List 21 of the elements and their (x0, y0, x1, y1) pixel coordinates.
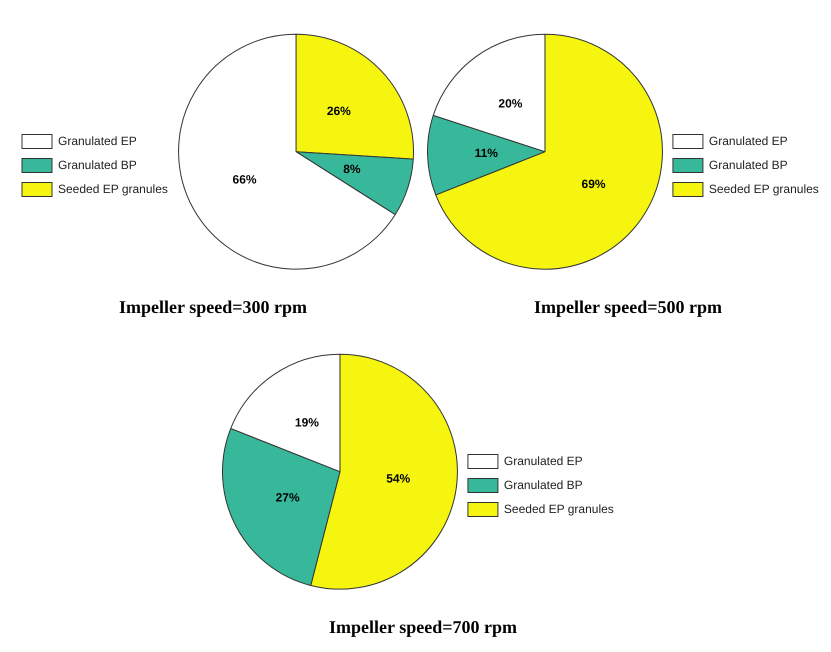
text: Impeller speed=300 rpm (119, 296, 307, 317)
legend-label: Granulated EP (504, 454, 583, 468)
legend-label: Seeded EP granules (58, 182, 168, 196)
data-label: 69% (582, 177, 606, 192)
text: Impeller speed=500 rpm (534, 296, 722, 317)
legend-label: Granulated BP (504, 478, 583, 492)
legend-label: Granulated BP (708, 158, 788, 172)
legend-label: Granulated BP (58, 158, 137, 172)
text: Impeller speed=700 rpm (329, 616, 517, 637)
legend-label: Seeded EP granules (504, 502, 614, 516)
data-label: 27% (276, 490, 300, 505)
data-label: 66% (232, 172, 257, 186)
legend-label: Granulated EP (58, 134, 137, 148)
legend-label: Seeded EP granules (708, 182, 819, 196)
data-label: 26% (326, 104, 352, 118)
data-label: 54% (386, 471, 411, 486)
data-label: 20% (498, 96, 523, 110)
data-label: 19% (294, 415, 320, 430)
data-label: 11% (474, 146, 498, 160)
data-label: 8% (343, 162, 361, 176)
legend-label: Granulated EP (708, 134, 788, 148)
